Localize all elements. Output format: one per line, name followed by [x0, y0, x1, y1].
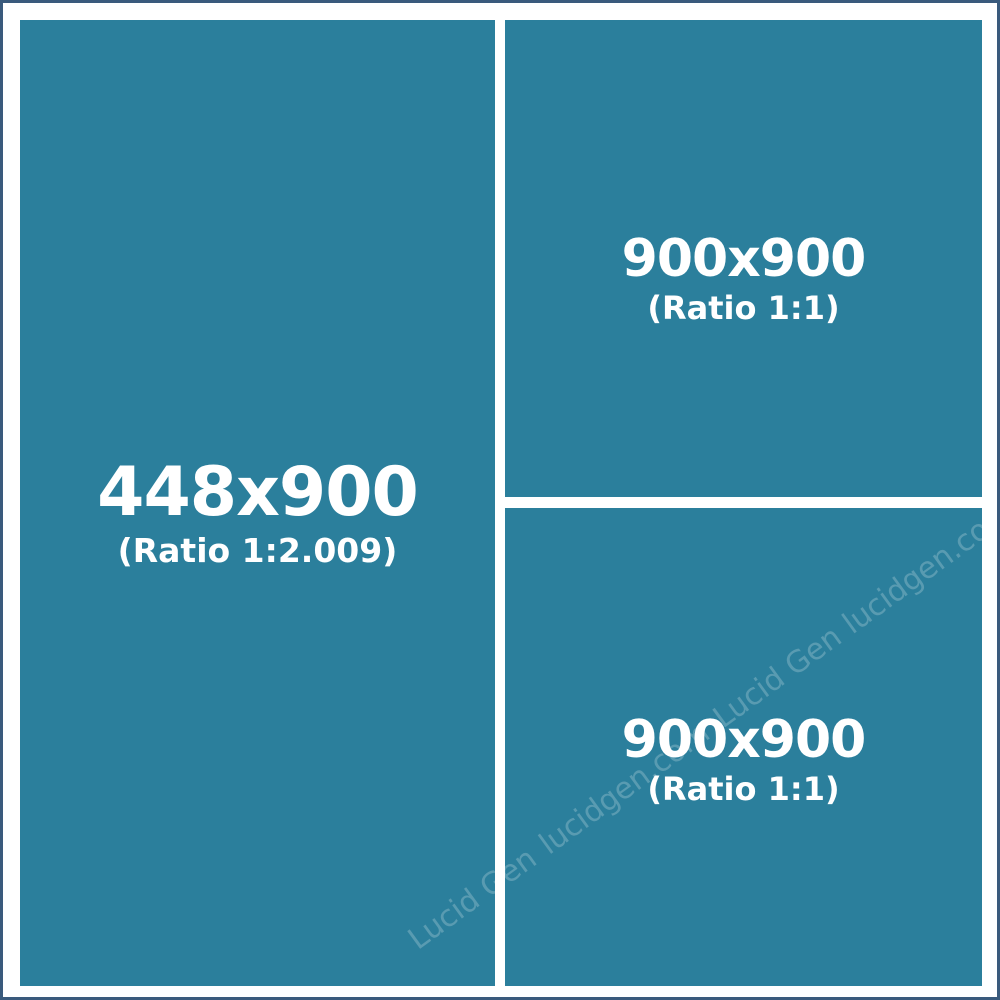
panel-ratio-label: (Ratio 1:2.009) — [117, 531, 398, 571]
panel-top-right: 900x900 (Ratio 1:1) — [505, 20, 982, 497]
panel-ratio-label: (Ratio 1:1) — [647, 289, 840, 328]
panel-ratio-label: (Ratio 1:1) — [647, 769, 840, 808]
panel-size-label: 900x900 — [621, 229, 867, 290]
panel-left: 448x900 (Ratio 1:2.009) — [20, 20, 495, 986]
panel-bottom-right: 900x900 (Ratio 1:1) — [505, 508, 982, 986]
panel-size-label: 900x900 — [621, 709, 867, 770]
panel-size-label: 448x900 — [97, 453, 419, 533]
